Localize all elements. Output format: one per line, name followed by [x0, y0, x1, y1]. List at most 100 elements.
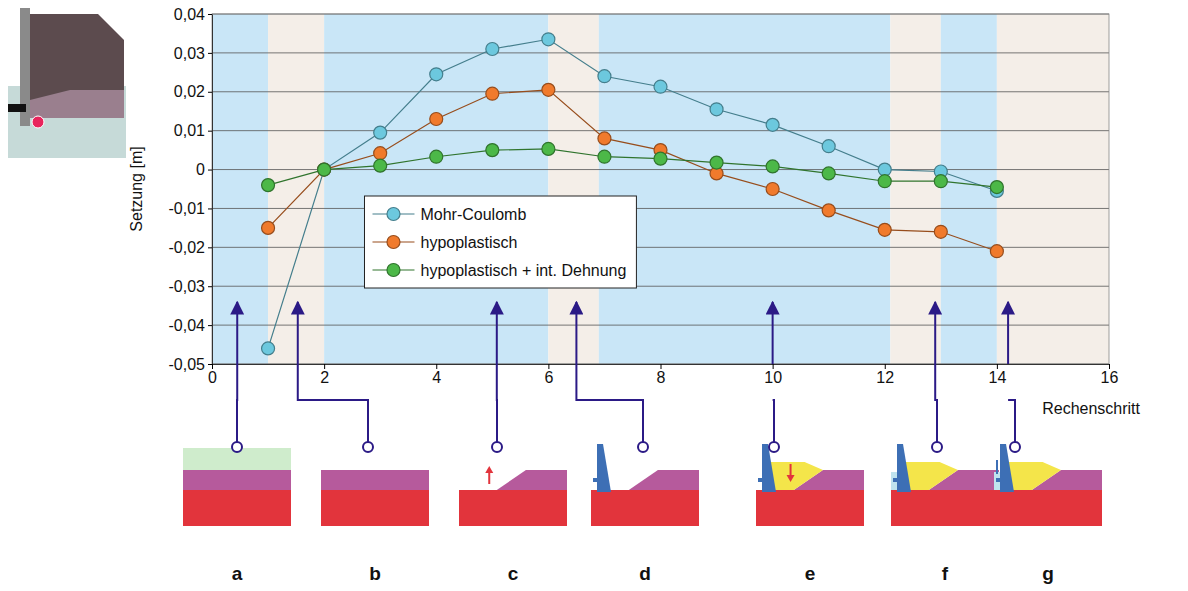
annotation-arrow — [496, 302, 498, 364]
grid-line — [212, 52, 1109, 53]
annotation-label: d — [639, 563, 651, 584]
x-tick-label: 4 — [432, 369, 441, 386]
series-point — [598, 132, 611, 145]
icon-rock — [183, 490, 291, 526]
x-tick-mark — [212, 364, 213, 369]
series-point — [374, 147, 387, 160]
phase-band — [941, 14, 997, 364]
y-tick-mark — [208, 286, 212, 287]
annotation-anchor — [1010, 442, 1020, 452]
x-tick-mark — [548, 364, 549, 369]
annotation-anchor — [932, 442, 942, 452]
y-tick: -0,03 — [169, 278, 212, 295]
series-point — [374, 159, 387, 172]
phase-icon — [891, 444, 999, 526]
phase-band — [324, 14, 548, 364]
series-point — [430, 150, 443, 163]
series-point — [710, 103, 723, 116]
x-tick-label: 6 — [544, 369, 553, 386]
y-tick-label: 0 — [196, 161, 205, 178]
annotation-label: c — [508, 563, 519, 584]
series-point — [486, 144, 499, 157]
series-point — [598, 70, 611, 83]
phase-band — [268, 14, 324, 364]
y-tick-mark — [208, 14, 212, 15]
series-point — [598, 150, 611, 163]
legend-label: Mohr-Coulomb — [420, 206, 526, 223]
y-tick-mark — [208, 364, 212, 365]
phase-band — [548, 14, 598, 364]
sketch-fill — [22, 14, 124, 118]
plot-frame — [212, 14, 1109, 364]
series-point — [878, 223, 891, 236]
series-point — [990, 245, 1003, 258]
phase-icon — [321, 470, 429, 526]
y-tick-label: -0,01 — [169, 200, 206, 217]
series-point — [486, 87, 499, 100]
y-tick: 0,03 — [174, 45, 212, 62]
bands — [212, 14, 1109, 364]
y-axis-line — [212, 15, 213, 365]
annotation-label: a — [232, 563, 243, 584]
location-sketch — [8, 8, 126, 158]
x-tick-label: 16 — [1101, 369, 1119, 386]
annotation-anchor — [638, 442, 648, 452]
annotation-arrow — [772, 302, 774, 364]
y-tick: -0,01 — [169, 200, 212, 217]
icon-wall — [897, 444, 911, 492]
x-tick-mark — [436, 364, 437, 369]
icon-arrow — [790, 464, 792, 476]
series-point — [430, 113, 443, 126]
grid-line — [212, 247, 1109, 248]
series-point — [486, 43, 499, 56]
annotation-arrow — [575, 302, 577, 364]
annotation-connector — [236, 364, 238, 447]
legend-label: hypoplastisch — [420, 234, 517, 251]
y-axis: -0,05-0,04-0,03-0,02-0,0100,010,020,030,… — [169, 6, 213, 373]
phase-icon — [994, 444, 1102, 526]
x-tick-label: 0 — [208, 369, 217, 386]
x-tick: 2 — [320, 364, 329, 386]
x-axis-title: Rechenschritt — [1042, 400, 1140, 417]
series-point — [766, 160, 779, 173]
annotation-connector — [496, 364, 498, 447]
phase-band — [997, 14, 1109, 364]
annotation-label: e — [805, 563, 816, 584]
series-point — [318, 163, 331, 176]
annotation-anchor — [492, 442, 502, 452]
grid-line — [212, 169, 1109, 170]
annotation-label: g — [1042, 563, 1054, 584]
y-tick-mark — [208, 131, 212, 132]
y-tick-label: 0,01 — [174, 122, 205, 139]
sketch-point — [32, 116, 44, 128]
series-point — [318, 163, 331, 176]
y-tick: 0,02 — [174, 83, 212, 100]
phase-icon — [459, 466, 567, 526]
series-point — [262, 179, 275, 192]
y-tick: -0,05 — [169, 356, 212, 373]
annotation-anchor — [232, 442, 242, 452]
y-tick: -0,04 — [169, 317, 212, 334]
series-point — [878, 163, 891, 176]
icon-rock — [591, 490, 699, 526]
icon-fill — [1008, 462, 1061, 490]
icon-layer — [629, 470, 699, 490]
series-point — [318, 163, 331, 176]
icon-wall — [597, 444, 611, 492]
icon-fill — [905, 462, 958, 490]
x-tick: 14 — [988, 364, 1006, 386]
annotation-anchor — [363, 442, 373, 452]
y-tick-label: 0,04 — [174, 6, 205, 23]
icon-arrow-head — [485, 466, 493, 473]
grid-line — [212, 208, 1109, 209]
x-tick: 12 — [876, 364, 894, 386]
icon-arrow — [488, 472, 490, 484]
series-point — [990, 181, 1003, 194]
annotation-arrow — [1007, 302, 1009, 364]
legend: Mohr-Coulombhypoplastischhypoplastisch +… — [364, 196, 636, 288]
grid-line — [212, 286, 1109, 287]
icon-layer — [321, 470, 429, 490]
icon-arrow — [996, 460, 998, 474]
annotation-connector — [1008, 400, 1015, 447]
y-tick: 0,01 — [174, 122, 212, 139]
